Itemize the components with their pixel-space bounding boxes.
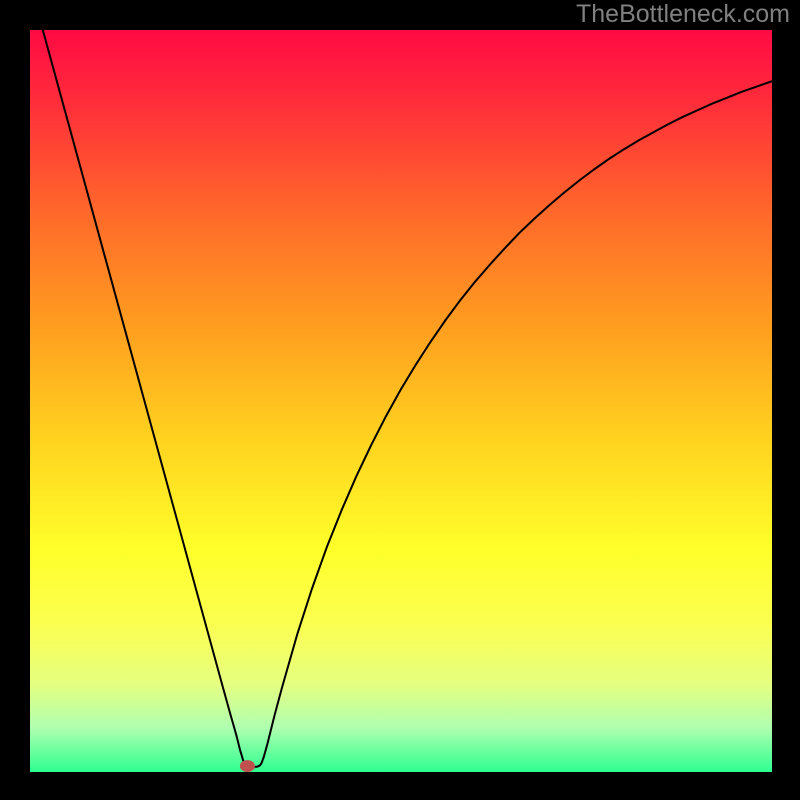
watermark-text: TheBottleneck.com xyxy=(576,0,790,29)
optimum-marker xyxy=(240,760,255,772)
plot-area xyxy=(30,30,772,772)
bottleneck-chart xyxy=(30,30,772,772)
gradient-background xyxy=(30,30,772,772)
chart-frame: TheBottleneck.com xyxy=(0,0,800,800)
